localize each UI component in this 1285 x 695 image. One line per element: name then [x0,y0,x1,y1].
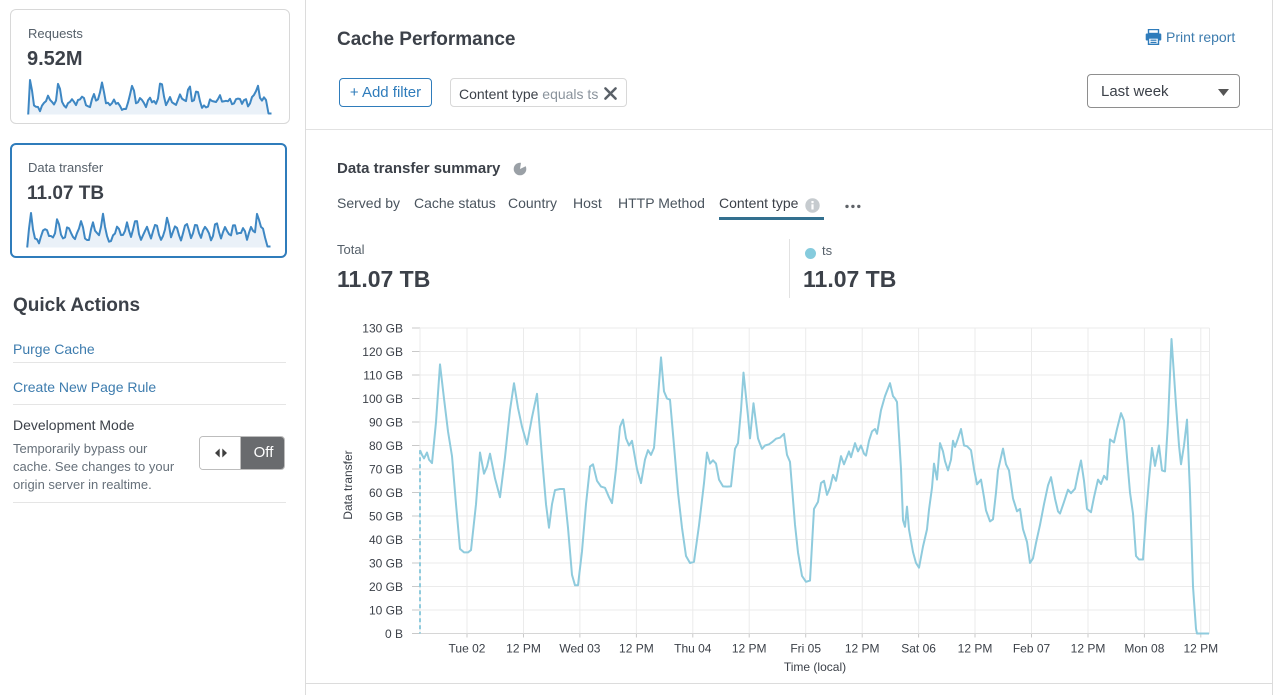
svg-text:70 GB: 70 GB [369,463,403,477]
svg-text:12 PM: 12 PM [619,642,654,656]
svg-text:80 GB: 80 GB [369,439,403,453]
svg-text:Sat 06: Sat 06 [901,642,936,656]
svg-text:Tue 02: Tue 02 [449,642,486,656]
svg-text:Time (local): Time (local) [784,660,846,674]
svg-text:10 GB: 10 GB [369,604,403,618]
svg-text:130 GB: 130 GB [362,322,403,336]
svg-text:Data transfer: Data transfer [341,450,355,519]
svg-text:50 GB: 50 GB [369,510,403,524]
svg-text:12 PM: 12 PM [1183,642,1218,656]
svg-text:12 PM: 12 PM [506,642,541,656]
svg-text:20 GB: 20 GB [369,580,403,594]
svg-text:Wed 03: Wed 03 [559,642,600,656]
svg-text:12 PM: 12 PM [1071,642,1106,656]
svg-text:40 GB: 40 GB [369,533,403,547]
svg-text:Mon 08: Mon 08 [1124,642,1164,656]
svg-text:100 GB: 100 GB [362,392,403,406]
svg-text:Fri 05: Fri 05 [790,642,821,656]
svg-text:60 GB: 60 GB [369,486,403,500]
svg-text:30 GB: 30 GB [369,557,403,571]
svg-text:12 PM: 12 PM [845,642,880,656]
svg-text:120 GB: 120 GB [362,345,403,359]
svg-text:0 B: 0 B [385,627,403,641]
svg-text:Feb 07: Feb 07 [1013,642,1051,656]
svg-text:12 PM: 12 PM [958,642,993,656]
svg-text:Thu 04: Thu 04 [674,642,712,656]
svg-text:110 GB: 110 GB [363,369,403,383]
svg-text:90 GB: 90 GB [369,416,403,430]
svg-text:12 PM: 12 PM [732,642,767,656]
